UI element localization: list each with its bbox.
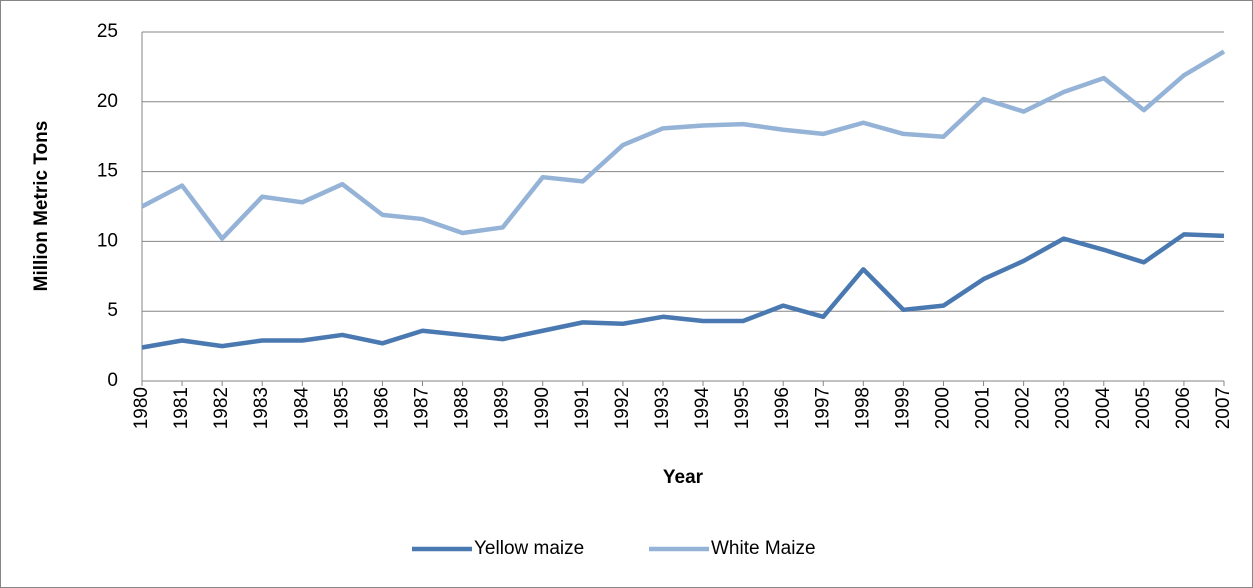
- x-tick-label: 1989: [492, 387, 513, 429]
- x-tick-label: 1982: [211, 387, 232, 429]
- x-axis-title: Year: [663, 467, 704, 488]
- x-tick-label: 1985: [331, 387, 352, 429]
- x-tick-label: 1999: [892, 387, 913, 429]
- y-axis-title: Million Metric Tons: [31, 121, 52, 292]
- x-tick-label: 2000: [932, 387, 953, 429]
- x-tick-label: 2005: [1133, 387, 1154, 429]
- x-tick-label: 1991: [572, 387, 593, 429]
- x-tick-label: 1994: [692, 387, 713, 430]
- x-tick-label: 2002: [1013, 387, 1034, 429]
- x-tick-label: 2006: [1173, 387, 1194, 429]
- x-tick-label: 1986: [371, 387, 392, 429]
- x-tick-label: 1983: [251, 387, 272, 429]
- y-tick-label: 5: [107, 300, 118, 321]
- x-tick-label: 1992: [612, 387, 633, 429]
- x-tick-label: 1995: [732, 387, 753, 429]
- x-tick-label: 1990: [532, 387, 553, 429]
- x-tick-label: 1993: [652, 387, 673, 429]
- x-tick-label: 1987: [412, 387, 433, 429]
- y-tick-label: 20: [97, 91, 118, 112]
- line-series: [141, 232, 1225, 350]
- x-tick-label: 2007: [1213, 387, 1234, 429]
- x-tick-label: 2001: [973, 387, 994, 429]
- y-tick-label: 10: [97, 230, 118, 251]
- x-tick-label: 1980: [131, 387, 152, 429]
- x-tick-label: 2003: [1053, 387, 1074, 429]
- line-series: [140, 49, 1226, 241]
- x-tick-label: 1997: [812, 387, 833, 429]
- legend-label: White Maize: [711, 538, 816, 559]
- x-tick-label: 1996: [772, 387, 793, 429]
- y-tick-label: 0: [107, 370, 118, 391]
- x-tick-label: 1981: [171, 387, 192, 429]
- x-tick-label: 1998: [852, 387, 873, 429]
- x-tick-label: 2004: [1093, 387, 1114, 430]
- legend-label: Yellow maize: [474, 538, 584, 559]
- x-tick-label: 1988: [452, 387, 473, 429]
- y-tick-label: 15: [97, 161, 118, 182]
- x-tick-label: 1984: [291, 387, 312, 430]
- y-tick-label: 25: [97, 21, 118, 42]
